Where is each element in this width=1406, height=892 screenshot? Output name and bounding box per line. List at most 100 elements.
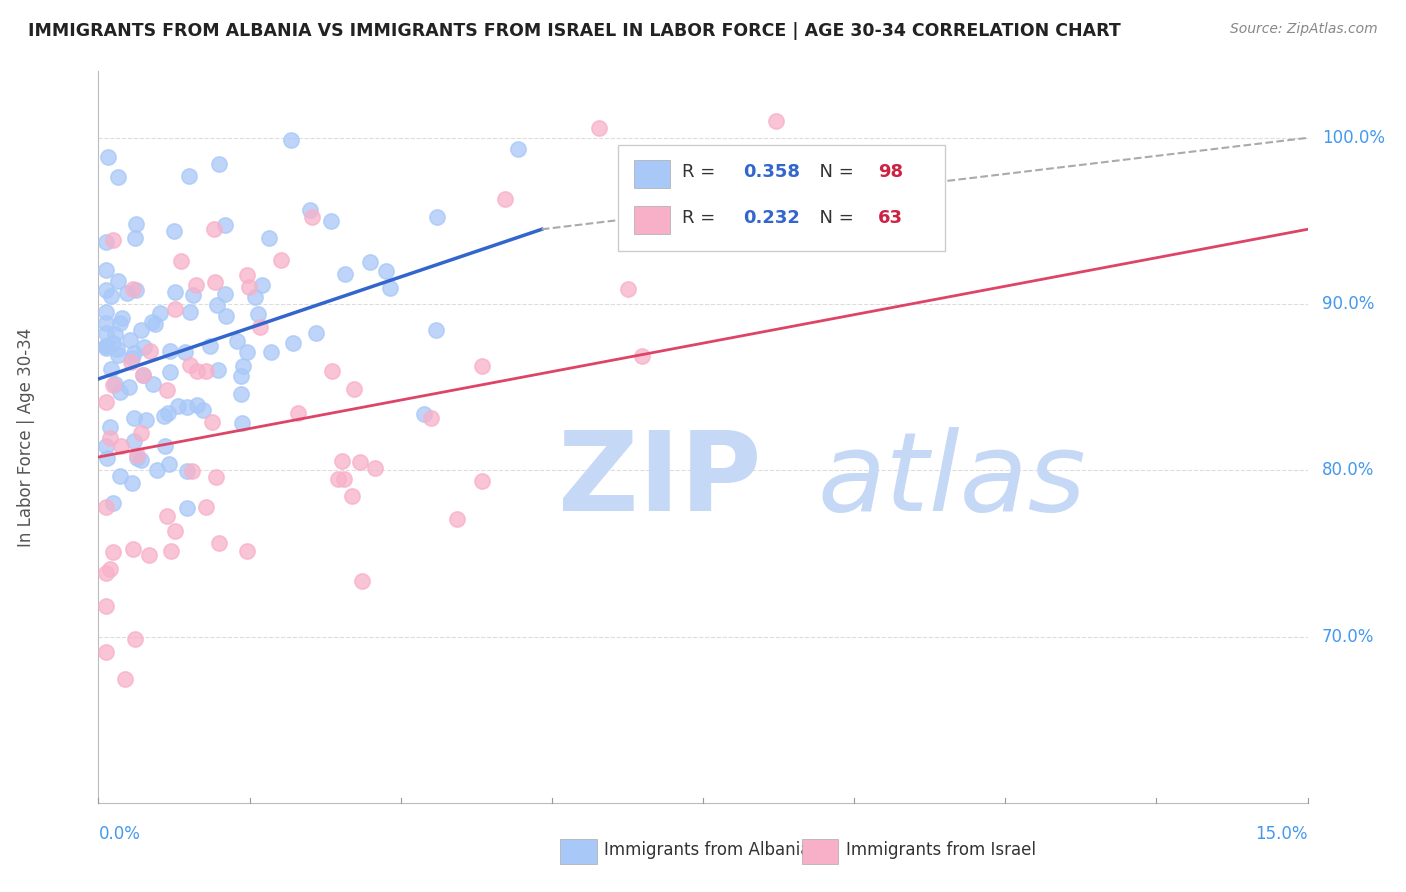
Point xyxy=(107,274,129,288)
Text: 100.0%: 100.0% xyxy=(1322,128,1385,147)
Point xyxy=(238,280,260,294)
Text: ZIP: ZIP xyxy=(558,427,761,534)
Point xyxy=(179,304,201,318)
Point xyxy=(96,439,118,453)
Point xyxy=(100,289,122,303)
Point xyxy=(186,364,208,378)
Text: R =: R = xyxy=(682,162,721,180)
Point xyxy=(96,316,118,330)
Point xyxy=(205,298,228,312)
Point xyxy=(132,340,155,354)
Point xyxy=(378,281,401,295)
Point xyxy=(319,213,342,227)
Point xyxy=(631,349,654,363)
Text: 90.0%: 90.0% xyxy=(1322,295,1375,313)
Point xyxy=(352,574,374,588)
Point xyxy=(202,221,225,235)
Point xyxy=(208,535,231,549)
Point xyxy=(287,406,309,420)
Text: Immigrants from Albania: Immigrants from Albania xyxy=(603,841,810,859)
Point xyxy=(321,364,343,378)
Point xyxy=(359,255,381,269)
Point xyxy=(103,377,125,392)
Point xyxy=(122,541,145,556)
Point xyxy=(214,218,236,232)
Point xyxy=(153,409,176,423)
Text: 63: 63 xyxy=(879,209,903,227)
Text: 98: 98 xyxy=(879,162,904,180)
Point xyxy=(471,359,494,374)
Point xyxy=(340,489,363,503)
Point xyxy=(426,211,449,225)
Point xyxy=(204,470,226,484)
Point xyxy=(156,384,179,398)
Point xyxy=(101,496,124,510)
Point xyxy=(181,288,204,302)
Point xyxy=(214,287,236,301)
Point xyxy=(419,410,441,425)
Point xyxy=(131,368,153,382)
Point xyxy=(107,348,129,362)
Point xyxy=(232,359,254,373)
Point xyxy=(163,285,186,300)
Point xyxy=(243,290,266,304)
Point xyxy=(193,402,215,417)
Bar xyxy=(803,838,838,863)
Point xyxy=(96,326,118,341)
Point xyxy=(104,376,127,391)
Point xyxy=(179,359,201,373)
Point xyxy=(96,305,118,319)
Bar xyxy=(634,206,671,234)
Point xyxy=(124,434,146,448)
Point xyxy=(270,252,292,267)
Point xyxy=(96,451,118,466)
Point xyxy=(343,382,366,396)
Point xyxy=(98,420,121,434)
Point xyxy=(96,283,118,297)
Point xyxy=(413,407,436,421)
Point xyxy=(163,524,186,538)
Point xyxy=(141,315,163,329)
Text: 0.0%: 0.0% xyxy=(98,825,141,843)
Point xyxy=(146,463,169,477)
Point xyxy=(301,210,323,224)
Text: In Labor Force | Age 30-34: In Labor Force | Age 30-34 xyxy=(17,327,35,547)
Point xyxy=(157,407,180,421)
Point xyxy=(110,311,132,326)
Point xyxy=(250,277,273,292)
Point xyxy=(159,365,181,379)
Point xyxy=(195,364,218,378)
Point xyxy=(159,457,181,471)
Point xyxy=(176,464,198,478)
Point xyxy=(100,362,122,376)
Point xyxy=(118,380,141,394)
Point xyxy=(298,203,321,218)
Point xyxy=(333,267,356,281)
Text: 80.0%: 80.0% xyxy=(1322,461,1375,479)
Point xyxy=(159,343,181,358)
Point xyxy=(208,157,231,171)
Point xyxy=(153,439,176,453)
Point xyxy=(125,283,148,297)
Point xyxy=(96,599,118,613)
Point xyxy=(101,336,124,351)
Point xyxy=(96,339,118,353)
Point xyxy=(305,326,328,340)
Point xyxy=(201,415,224,429)
Point xyxy=(231,417,253,431)
Point xyxy=(186,398,208,412)
Point xyxy=(135,413,157,427)
Point xyxy=(207,362,229,376)
Point xyxy=(124,231,146,245)
Text: R =: R = xyxy=(682,209,721,227)
Point xyxy=(349,455,371,469)
Point xyxy=(260,345,283,359)
Point xyxy=(96,394,118,409)
Point xyxy=(160,544,183,558)
Point xyxy=(235,268,257,283)
Point xyxy=(96,500,118,514)
Point xyxy=(257,231,280,245)
Point xyxy=(122,282,145,296)
Point xyxy=(176,500,198,515)
Point xyxy=(96,341,118,355)
